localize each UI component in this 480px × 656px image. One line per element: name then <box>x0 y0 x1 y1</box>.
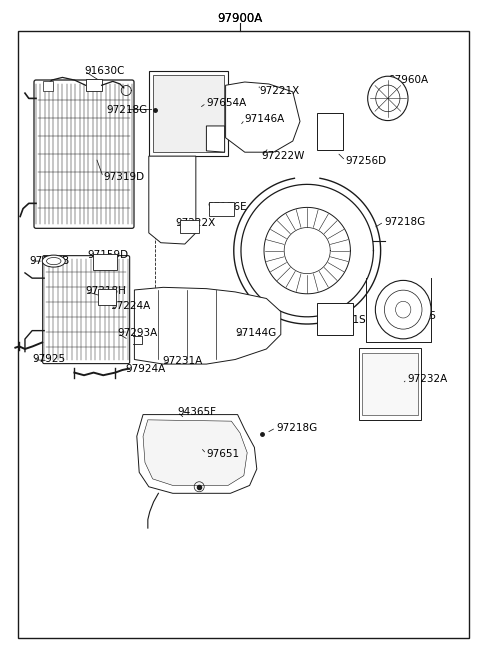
Text: 97165B: 97165B <box>30 256 70 266</box>
Text: 97293A: 97293A <box>118 328 158 338</box>
Bar <box>209 202 234 216</box>
Text: 97176E: 97176E <box>207 201 247 212</box>
Text: 97218G: 97218G <box>276 422 317 433</box>
Ellipse shape <box>376 85 400 112</box>
Text: 97222W: 97222W <box>262 151 305 161</box>
Text: 97319D: 97319D <box>103 172 144 182</box>
Text: 97654A: 97654A <box>206 98 247 108</box>
FancyBboxPatch shape <box>43 256 130 363</box>
Ellipse shape <box>42 255 65 267</box>
Text: 97231A: 97231A <box>162 356 203 366</box>
Ellipse shape <box>47 258 61 264</box>
Polygon shape <box>206 126 225 152</box>
Text: 97218G: 97218G <box>107 104 148 115</box>
Text: 97925: 97925 <box>33 354 66 365</box>
Text: 97960A: 97960A <box>389 75 429 85</box>
Text: 97221S: 97221S <box>326 315 366 325</box>
Text: 97900A: 97900A <box>217 12 263 25</box>
Text: 97159D: 97159D <box>87 249 129 260</box>
Text: 97945: 97945 <box>403 311 436 321</box>
FancyBboxPatch shape <box>34 80 134 228</box>
Bar <box>93 255 117 270</box>
Ellipse shape <box>384 290 422 329</box>
Text: 97924A: 97924A <box>126 363 166 374</box>
Text: 97146A: 97146A <box>245 114 285 125</box>
Bar <box>180 220 199 233</box>
Polygon shape <box>149 156 196 244</box>
Polygon shape <box>143 420 247 485</box>
Text: 97144G: 97144G <box>235 328 276 338</box>
Text: 97651: 97651 <box>206 449 240 459</box>
Ellipse shape <box>375 280 431 339</box>
Text: 97218G: 97218G <box>384 216 425 227</box>
Bar <box>85 79 102 91</box>
Text: 97232A: 97232A <box>407 374 447 384</box>
Bar <box>153 75 224 152</box>
Bar <box>317 303 353 335</box>
Text: 97224A: 97224A <box>110 300 151 311</box>
Ellipse shape <box>396 301 411 318</box>
Bar <box>317 113 343 150</box>
Text: 97900A: 97900A <box>217 12 263 25</box>
Text: 97222X: 97222X <box>175 218 216 228</box>
Bar <box>43 81 53 91</box>
Text: 91630C: 91630C <box>84 66 124 76</box>
Polygon shape <box>134 287 281 364</box>
Bar <box>97 289 116 304</box>
Bar <box>149 71 228 156</box>
Bar <box>359 348 421 420</box>
Text: 97256D: 97256D <box>346 155 387 166</box>
Text: 97221X: 97221X <box>259 85 300 96</box>
Polygon shape <box>137 415 257 493</box>
Ellipse shape <box>368 76 408 121</box>
Bar <box>362 353 418 415</box>
Text: 97318H: 97318H <box>85 286 126 297</box>
Polygon shape <box>226 82 300 152</box>
Text: 94365F: 94365F <box>178 407 216 417</box>
